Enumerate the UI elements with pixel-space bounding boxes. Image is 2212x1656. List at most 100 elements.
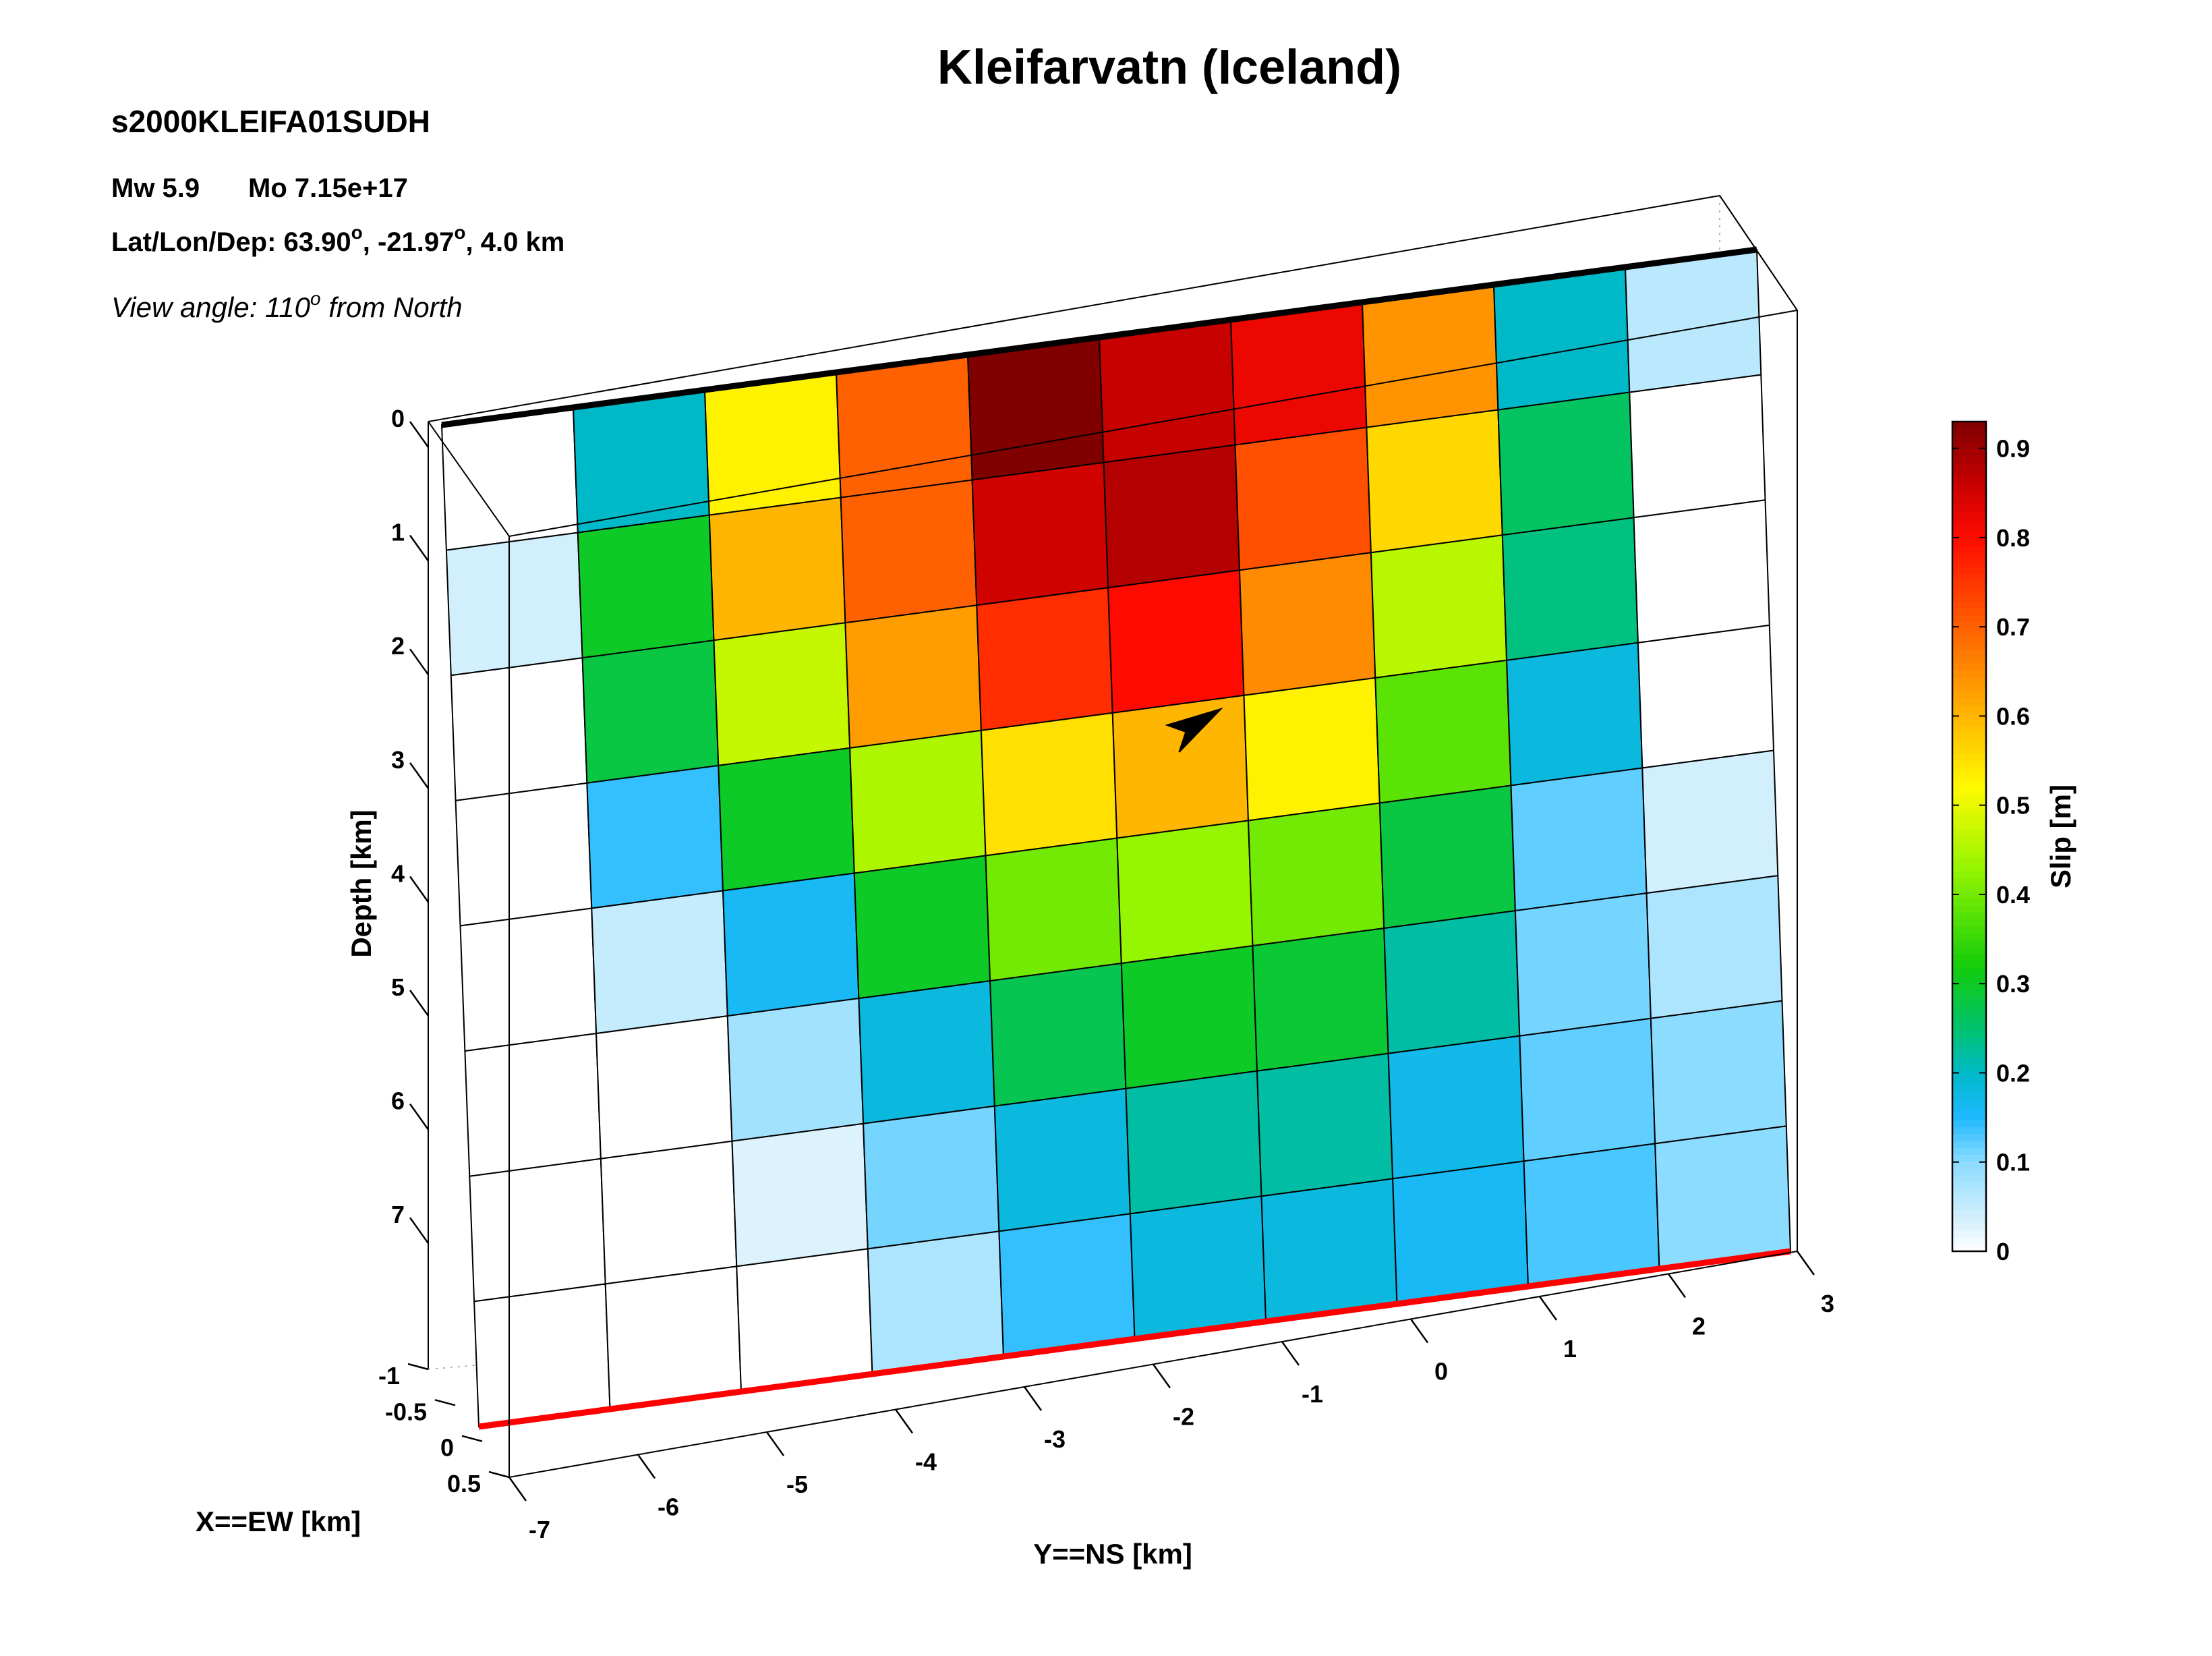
slip-cell (1256, 1052, 1394, 1197)
slip-cell (1624, 248, 1762, 393)
slip-cell (863, 1105, 1000, 1250)
slip-cell (1243, 677, 1380, 822)
colorbar-segment (1952, 1009, 1986, 1017)
depth-tick-mark (409, 762, 430, 789)
slip-cell (600, 1140, 738, 1285)
location-lon: , -21.97 (363, 227, 455, 257)
colorbar-segment (1952, 1203, 1986, 1211)
colorbar-segment (1952, 795, 1986, 803)
colorbar-segment (1952, 829, 1986, 837)
ew-tick-mark (461, 1435, 483, 1442)
colorbar-segment (1952, 1113, 1986, 1120)
slip-cell (858, 979, 995, 1124)
depth-tick-mark (409, 876, 430, 903)
slip-cell (1125, 1070, 1262, 1215)
fault-bottom-trace (478, 1248, 1791, 1430)
slip-cell (1107, 569, 1245, 714)
slip-cell (1252, 927, 1389, 1072)
slip-cell (713, 622, 851, 767)
ns-tick-label: -1 (1302, 1380, 1323, 1408)
colorbar-segment (1952, 1092, 1986, 1100)
colorbar-segment (1952, 788, 1986, 796)
colorbar-segment (1952, 857, 1986, 865)
slip-cell (998, 1213, 1136, 1358)
colorbar-segment (1952, 926, 1986, 934)
colorbar-segment (1952, 580, 1986, 588)
colorbar-segment (1952, 1099, 1986, 1107)
slip-cell (980, 712, 1118, 857)
slip-cell (736, 1248, 873, 1393)
colorbar-segment (1952, 1037, 1986, 1045)
colorbar-segment (1952, 1209, 1986, 1218)
slip-cell (1370, 534, 1508, 679)
slip-cell (1641, 749, 1779, 894)
slip-cell (703, 371, 842, 516)
slip-cell (591, 890, 728, 1035)
colorbar-segment (1952, 449, 1986, 457)
slip-cell (731, 1122, 869, 1267)
colorbar-segment (1952, 767, 1986, 775)
colorbar-segment (1952, 435, 1986, 443)
colorbar-segment (1952, 588, 1986, 595)
slip-cell (572, 389, 710, 534)
slip-cell (853, 855, 991, 1000)
colorbar-segment (1952, 995, 1986, 1003)
colorbar-segment (1952, 1189, 1986, 1197)
slip-cell (726, 997, 865, 1142)
colorbar-segment (1952, 560, 1986, 567)
slip-cell (1387, 1035, 1525, 1180)
slip-cell (985, 837, 1122, 982)
slip-cell (1116, 820, 1254, 965)
slip-cell (459, 907, 598, 1052)
slip-cell (867, 1230, 1005, 1375)
colorbar-segment (1952, 567, 1986, 575)
ns-tick-mark (637, 1454, 656, 1479)
slip-cell (577, 514, 715, 659)
colorbar-segment (1952, 1078, 1986, 1086)
slip-cell (455, 782, 593, 927)
ns-tick-label: -3 (1044, 1425, 1066, 1453)
view-prefix: View angle: 110 (111, 291, 311, 323)
slip-cell (440, 406, 579, 551)
colorbar-segment (1952, 532, 1986, 540)
colorbar-tick-label: 0.9 (1996, 435, 2030, 463)
slip-cell (708, 496, 846, 641)
colorbar-segment (1952, 753, 1986, 761)
colorbar-label: Slip [m] (2045, 784, 2076, 888)
colorbar-tick-label: 0 (1996, 1238, 2010, 1265)
ew-axis-label: X==EW [km] (196, 1506, 361, 1537)
depth-tick-label: 7 (391, 1201, 405, 1228)
colorbar-segment (1952, 1133, 1986, 1141)
ns-tick-label: -6 (658, 1493, 679, 1521)
colorbar-segment (1952, 884, 1986, 892)
ns-tick-mark (1023, 1386, 1043, 1411)
slip-cell (595, 1015, 733, 1160)
colorbar-segment (1952, 518, 1986, 526)
colorbar-segment (1952, 422, 1986, 429)
colorbar-segment (1952, 1216, 1986, 1224)
colorbar-segment (1952, 746, 1986, 754)
slip-cell (1519, 1017, 1656, 1162)
colorbar-segment (1952, 698, 1986, 706)
colorbar-segment (1952, 650, 1986, 658)
depth-tick-label: 4 (391, 859, 405, 887)
colorbar-frame (1951, 420, 1987, 1253)
colorbar-segment (1952, 525, 1986, 533)
colorbar-segment (1952, 484, 1986, 492)
colorbar-segment (1952, 1168, 1986, 1176)
degree-sign: o (454, 222, 465, 243)
slip-cell (989, 962, 1127, 1107)
colorbar-segment (1952, 635, 1986, 644)
ew-tick-label: 0.5 (447, 1470, 481, 1497)
colorbar-segment (1952, 1085, 1986, 1093)
colorbar-segment (1952, 497, 1986, 505)
slip-cell (718, 747, 855, 892)
ew-tick-mark (488, 1471, 510, 1479)
colorbar-segment (1952, 1230, 1986, 1238)
colorbar-tick-label: 0.6 (1996, 702, 2030, 730)
colorbar-segment (1952, 643, 1986, 650)
slip-cell (1629, 374, 1766, 519)
colorbar-segment (1952, 1030, 1986, 1037)
colorbar-segment (1952, 774, 1986, 782)
moment-label: Mo 7.15e+17 (248, 173, 408, 203)
